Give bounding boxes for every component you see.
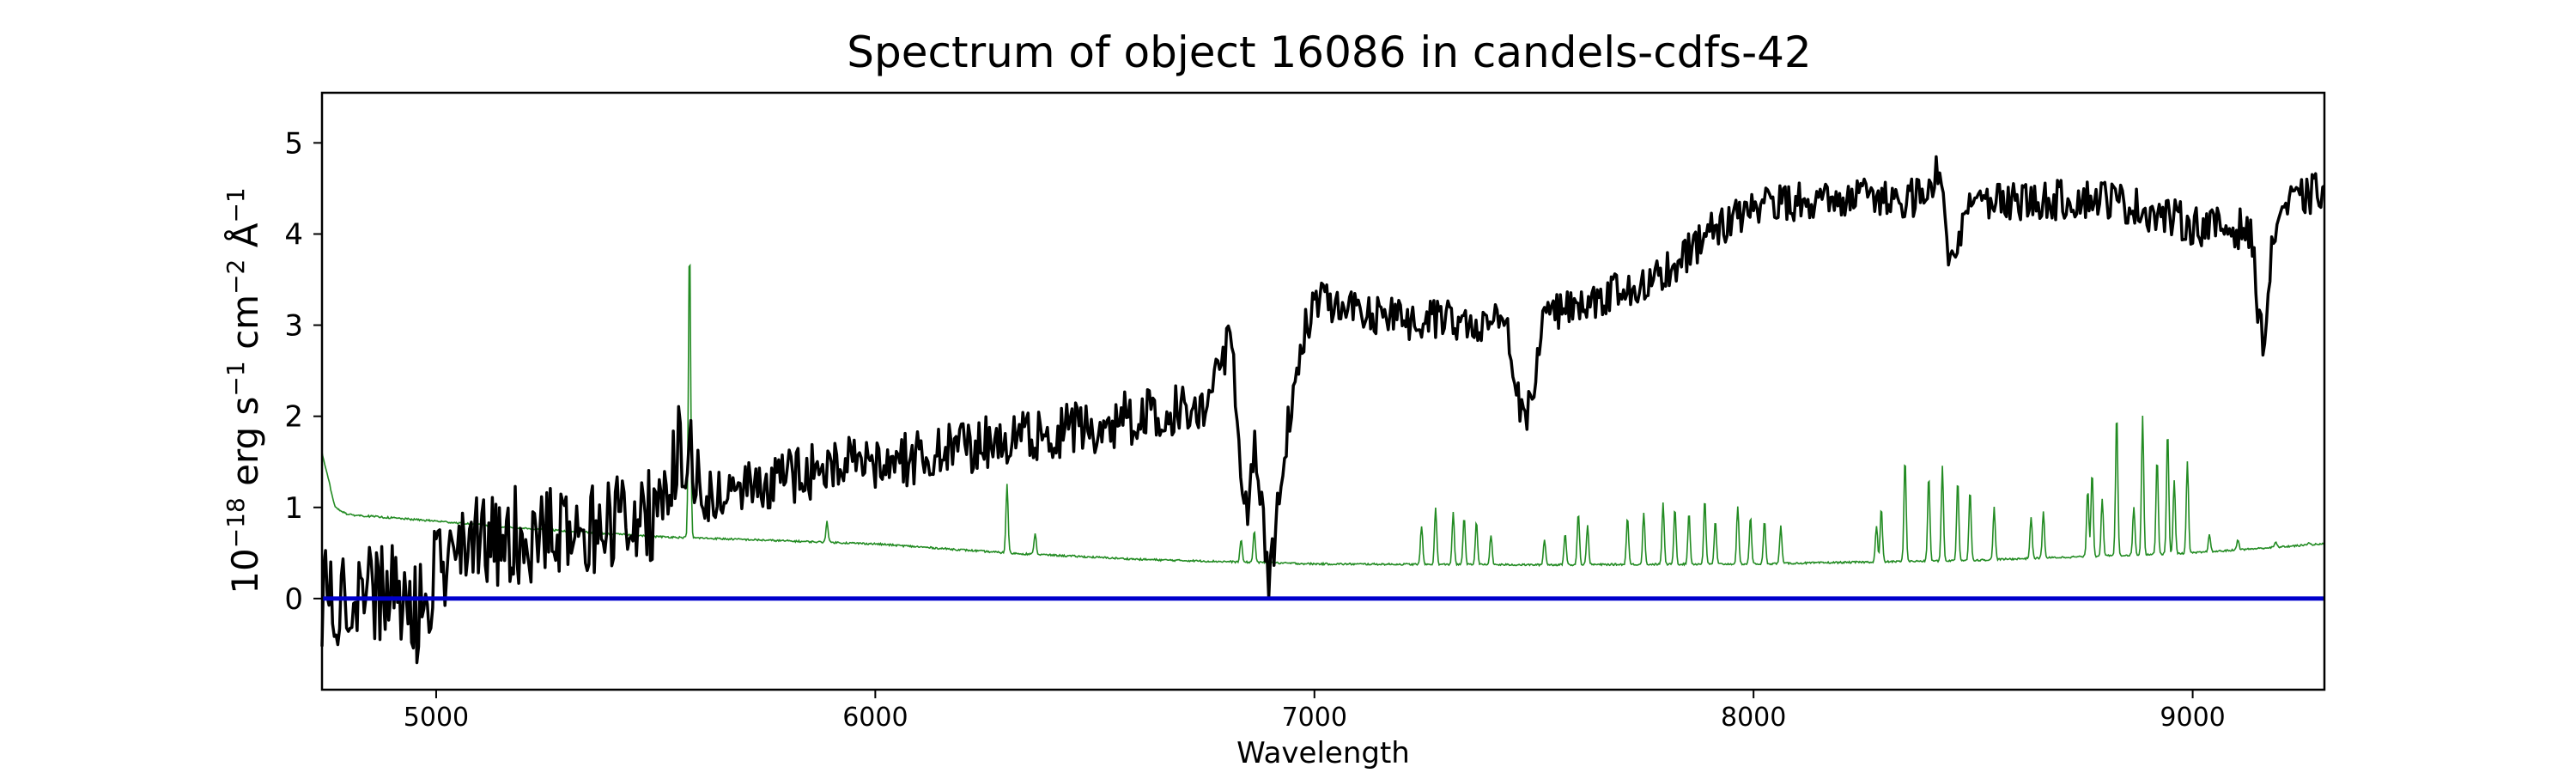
y-tick-label: 0: [284, 582, 303, 617]
plot-area: [320, 91, 2326, 691]
y-tick-label: 2: [284, 400, 303, 435]
x-axis-ticks: 5000 6000 7000 8000 9000: [404, 690, 2226, 733]
x-axis-label: Wavelength: [1236, 736, 1410, 770]
flux-series: [320, 155, 2326, 665]
y-tick-label: 5: [284, 126, 303, 161]
error-series: [321, 263, 2324, 568]
y-tick-label: 1: [284, 491, 303, 526]
x-tick-label: 8000: [1721, 703, 1786, 733]
y-axis-ticks: 0 1 2 3 4 5: [284, 126, 322, 617]
y-tick-label: 4: [284, 217, 303, 252]
x-tick-label: 7000: [1282, 703, 1347, 733]
y-axis-label: 10−18 erg s−1 cm−2 Å−1: [222, 187, 267, 593]
x-tick-label: 5000: [404, 703, 469, 733]
chart-title: Spectrum of object 16086 in candels-cdfs…: [847, 27, 1812, 77]
y-tick-label: 3: [284, 309, 303, 344]
error-line: [321, 263, 2324, 568]
plot-frame: [320, 91, 2326, 691]
x-tick-label: 9000: [2160, 703, 2225, 733]
flux-line: [320, 155, 2326, 665]
x-tick-label: 6000: [842, 703, 908, 733]
